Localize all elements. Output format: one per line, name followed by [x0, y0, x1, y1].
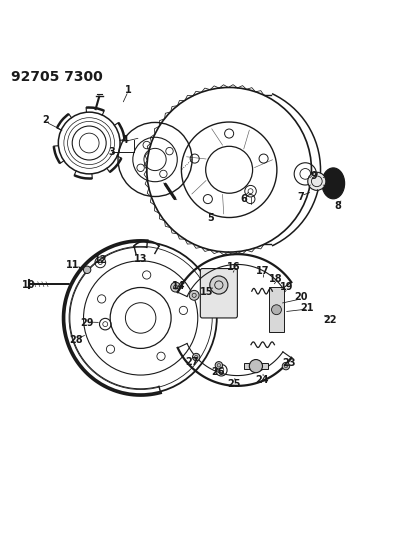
Text: 20: 20 — [294, 293, 308, 302]
Bar — [269, 287, 284, 333]
Circle shape — [192, 353, 200, 361]
Text: 17: 17 — [256, 265, 270, 276]
Circle shape — [189, 290, 199, 300]
Circle shape — [171, 282, 180, 292]
Circle shape — [308, 172, 326, 190]
Ellipse shape — [322, 168, 344, 199]
Text: 26: 26 — [211, 367, 225, 377]
Text: 4: 4 — [121, 135, 128, 145]
Circle shape — [271, 305, 281, 314]
Circle shape — [249, 360, 263, 373]
Text: 23: 23 — [282, 358, 296, 368]
Text: 21: 21 — [301, 303, 314, 313]
Circle shape — [282, 362, 290, 370]
Text: 27: 27 — [185, 357, 199, 367]
Text: 25: 25 — [228, 379, 241, 389]
Text: 19: 19 — [280, 282, 294, 292]
Text: 10: 10 — [22, 280, 36, 290]
Text: 1: 1 — [125, 85, 132, 94]
Text: 6: 6 — [240, 193, 247, 204]
Text: 15: 15 — [200, 287, 213, 297]
Text: 13: 13 — [134, 254, 147, 264]
FancyBboxPatch shape — [200, 269, 237, 318]
Text: 28: 28 — [69, 335, 83, 345]
Text: 92705 7300: 92705 7300 — [11, 70, 103, 84]
Circle shape — [210, 276, 228, 294]
Text: 24: 24 — [255, 375, 269, 385]
Text: 16: 16 — [226, 262, 240, 271]
Text: 18: 18 — [269, 274, 282, 284]
Text: 29: 29 — [81, 318, 94, 328]
Text: 11: 11 — [66, 260, 79, 270]
Text: 12: 12 — [94, 255, 107, 265]
Text: 2: 2 — [43, 115, 49, 125]
Text: 9: 9 — [311, 171, 318, 181]
Text: 7: 7 — [298, 192, 304, 203]
Text: 22: 22 — [323, 315, 337, 325]
Text: 14: 14 — [172, 281, 185, 291]
Circle shape — [83, 266, 91, 273]
Text: 5: 5 — [207, 213, 214, 223]
Bar — [244, 363, 268, 369]
Text: 8: 8 — [335, 200, 342, 211]
Text: 3: 3 — [109, 147, 115, 157]
Circle shape — [215, 361, 223, 369]
